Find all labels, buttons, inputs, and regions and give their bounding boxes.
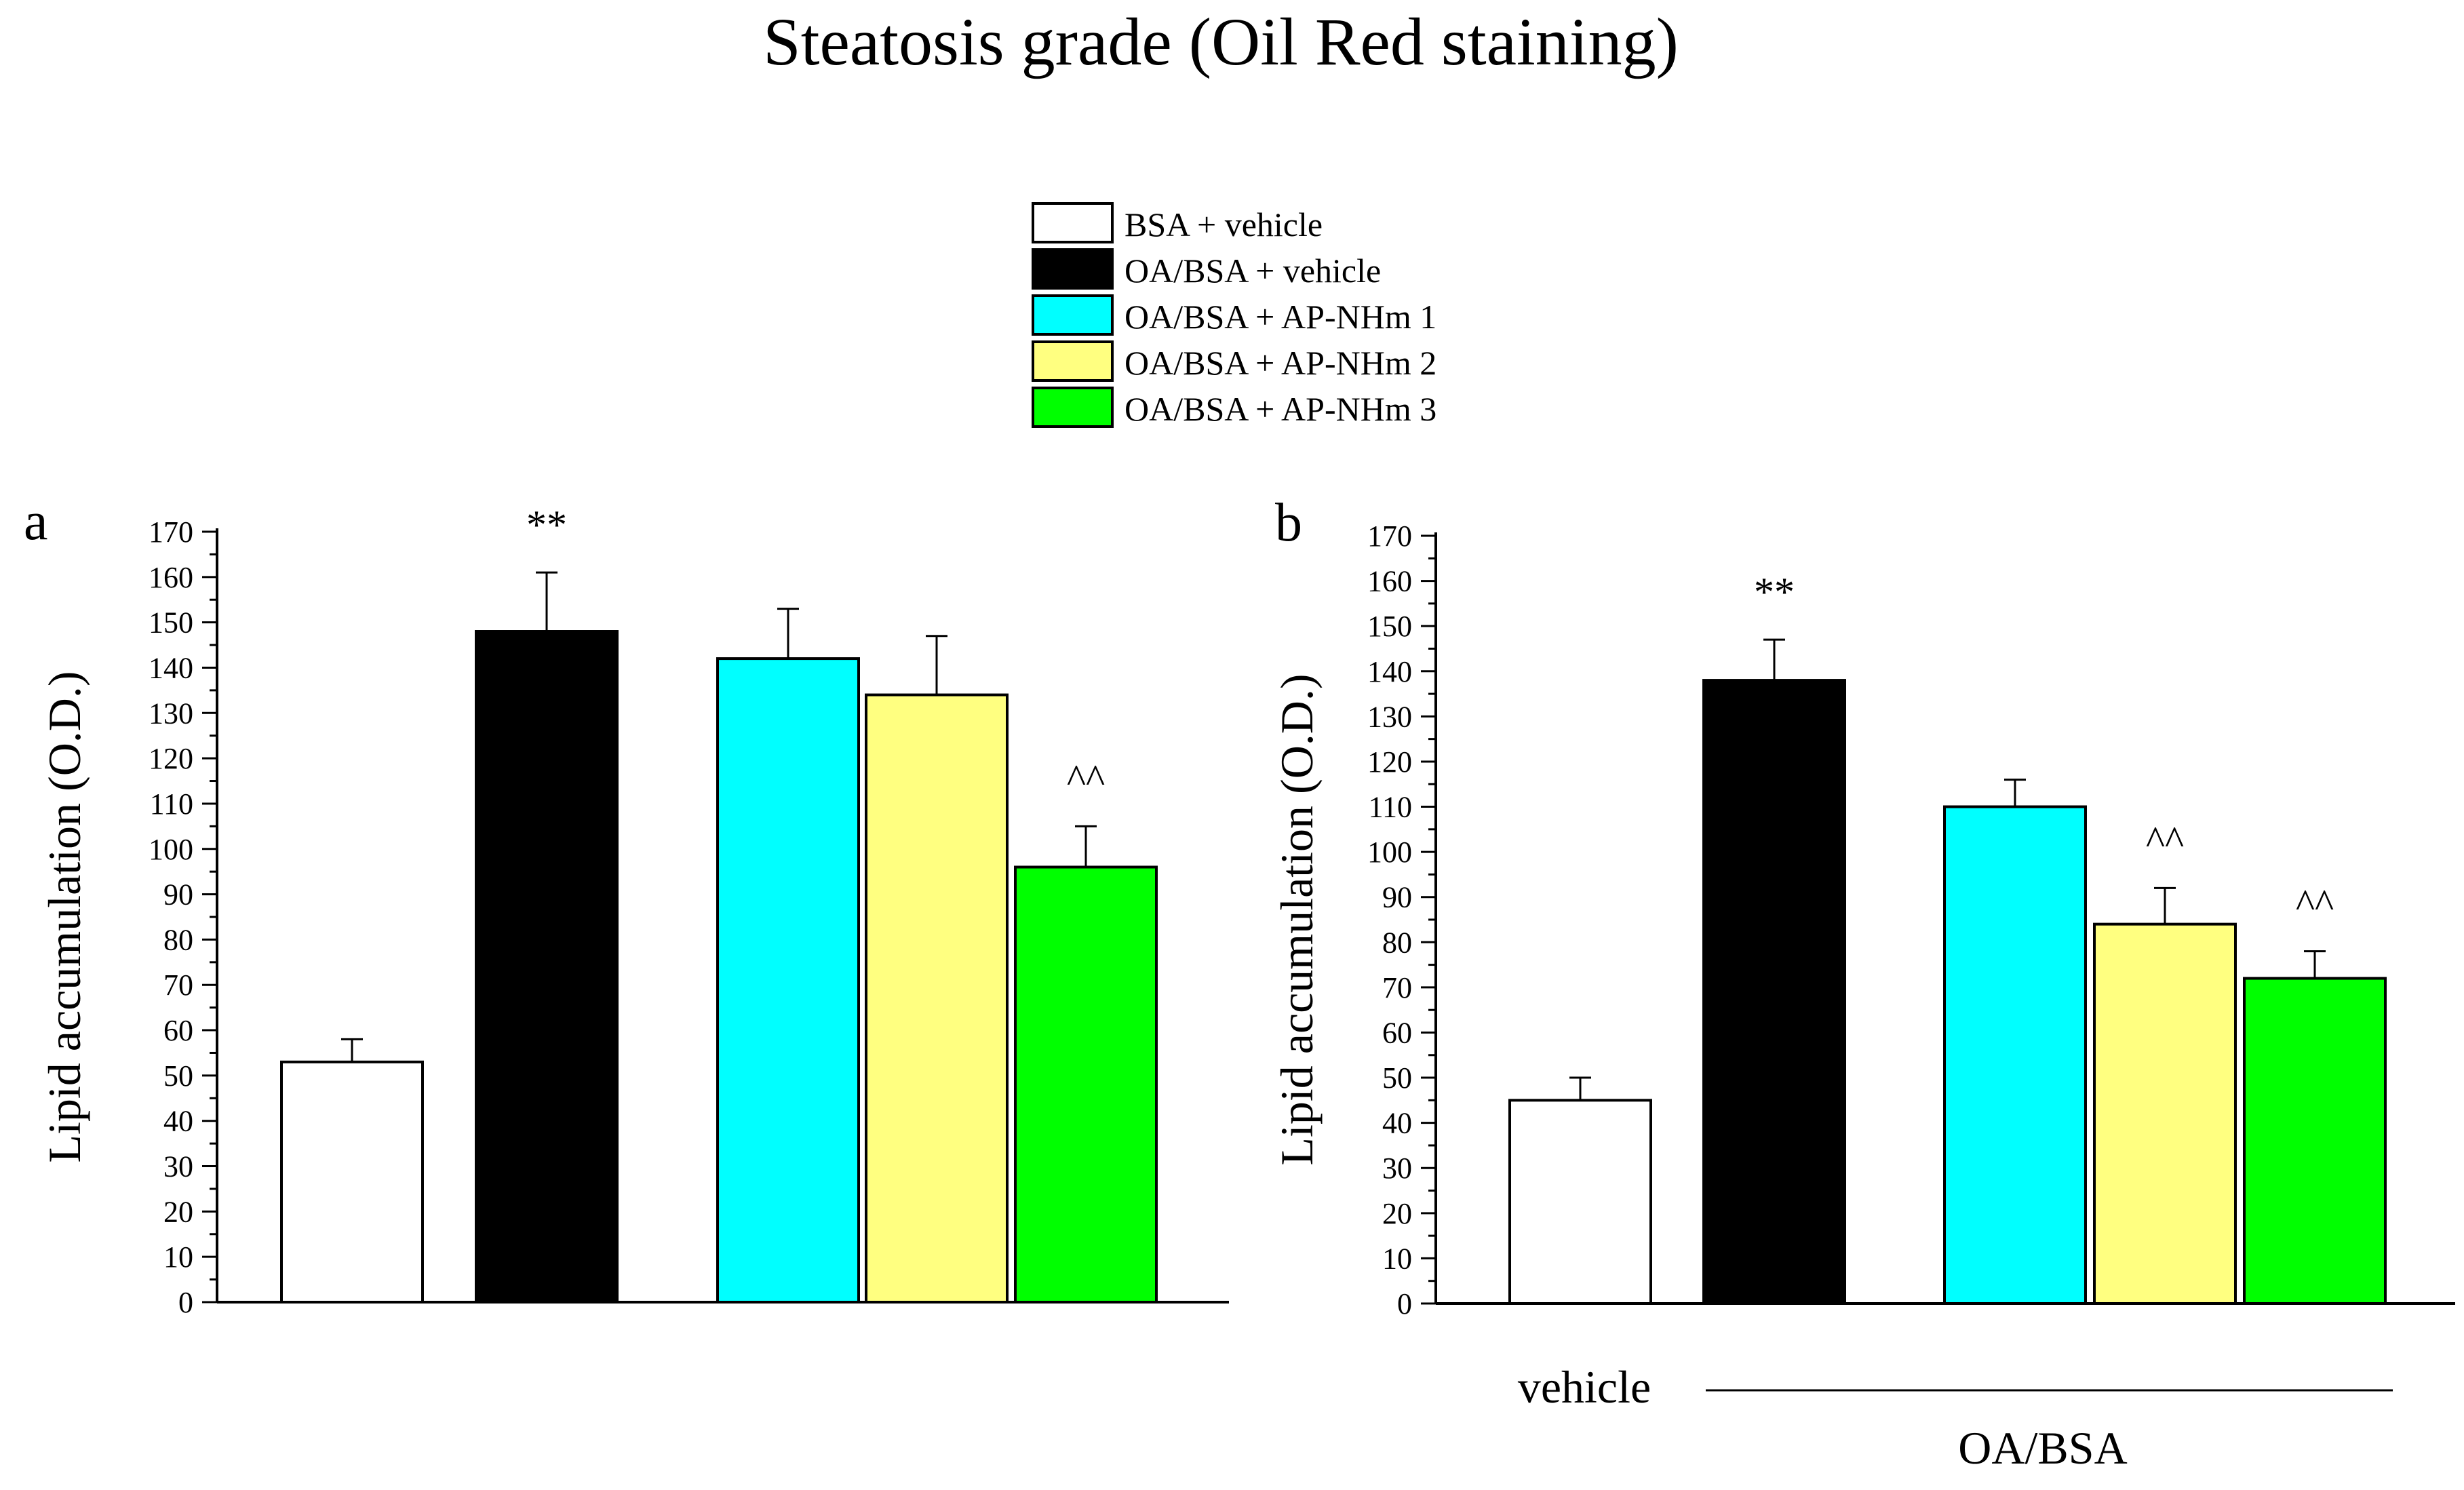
y-tick-label: 0 — [178, 1286, 193, 1319]
y-tick-label: 110 — [150, 787, 193, 821]
legend-item: OA/BSA + vehicle — [1032, 248, 1381, 290]
y-tick-label: 110 — [1369, 791, 1412, 824]
y-tick-label: 40 — [163, 1105, 193, 1138]
legend-swatch — [1032, 248, 1114, 290]
vehicle-group-label: vehicle — [1518, 1361, 1651, 1413]
y-tick-label: 30 — [163, 1150, 193, 1183]
legend-swatch — [1032, 294, 1114, 336]
y-tick-label: 50 — [163, 1059, 193, 1093]
y-tick-label: 100 — [149, 833, 193, 866]
y-tick-label: 120 — [1367, 745, 1412, 779]
y-tick-label: 150 — [149, 606, 193, 640]
significance-mark: ^^ — [2146, 818, 2184, 863]
bar — [865, 693, 1009, 1303]
bar — [1508, 1099, 1652, 1305]
bar — [1943, 805, 2087, 1305]
y-tick-label: 130 — [1367, 700, 1412, 733]
legend-label: OA/BSA + AP-NHm 3 — [1125, 390, 1436, 428]
panel-label-a: a — [24, 492, 48, 551]
y-tick-label: 60 — [163, 1014, 193, 1047]
y-tick-label: 50 — [1382, 1061, 1412, 1095]
y-tick-label: 130 — [149, 697, 193, 730]
significance-mark: ^^ — [1067, 756, 1105, 801]
y-tick-label: 90 — [163, 878, 193, 911]
legend-swatch — [1032, 340, 1114, 382]
bar — [1014, 865, 1158, 1303]
y-tick-label: 170 — [149, 515, 193, 549]
oa-bsa-group-label: OA/BSA — [1958, 1422, 2127, 1474]
y-tick-label: 10 — [1382, 1242, 1412, 1275]
figure-title: Steatosis grade (Oil Red staining) — [763, 4, 1679, 79]
y-tick-label: 20 — [1382, 1197, 1412, 1230]
y-axis-label: Lipid accumulation (O.D.) — [39, 671, 90, 1162]
legend-swatch — [1032, 387, 1114, 428]
significance-mark: ** — [526, 503, 567, 547]
y-tick-label: 160 — [1367, 565, 1412, 598]
y-tick-label: 100 — [1367, 836, 1412, 869]
y-tick-label: 170 — [1367, 519, 1412, 553]
y-tick-label: 40 — [1382, 1107, 1412, 1140]
bar — [2243, 977, 2387, 1305]
y-tick-label: 150 — [1367, 610, 1412, 643]
chart-panel-a: 0 10 20 30 40 50 60 70 80 90 100 110 120 130 140 150 160… — [39, 503, 1229, 1319]
significance-mark: ** — [1754, 570, 1795, 614]
legend-item: OA/BSA + AP-NHm 3 — [1032, 387, 1436, 428]
legend-item: BSA + vehicle — [1032, 202, 1323, 243]
legend-label: OA/BSA + AP-NHm 2 — [1125, 344, 1436, 382]
y-tick-label: 60 — [1382, 1016, 1412, 1049]
y-tick-label: 10 — [163, 1240, 193, 1274]
bar — [716, 657, 860, 1303]
bar — [2093, 922, 2237, 1305]
legend-label: BSA + vehicle — [1125, 205, 1323, 243]
legend: BSA + vehicle OA/BSA + vehicle OA/BSA + … — [1032, 202, 1436, 428]
y-tick-label: 80 — [163, 923, 193, 956]
y-tick-label: 90 — [1382, 881, 1412, 914]
y-tick-label: 30 — [1382, 1152, 1412, 1185]
y-tick-label: 70 — [1382, 971, 1412, 1004]
y-tick-label: 0 — [1397, 1287, 1412, 1320]
legend-swatch — [1032, 202, 1114, 243]
y-tick-label: 80 — [1382, 926, 1412, 959]
y-tick-label: 140 — [1367, 655, 1412, 688]
bar — [475, 630, 619, 1303]
legend-item: OA/BSA + AP-NHm 1 — [1032, 294, 1436, 336]
y-tick-label: 140 — [149, 651, 193, 684]
legend-item: OA/BSA + AP-NHm 2 — [1032, 340, 1436, 382]
significance-mark: ^^ — [2296, 882, 2334, 926]
legend-label: OA/BSA + vehicle — [1125, 252, 1381, 290]
panel-label-b: b — [1275, 493, 1302, 553]
y-tick-label: 70 — [163, 968, 193, 1002]
group-annotation: vehicle OA/BSA — [1518, 1361, 2393, 1474]
y-tick-label: 160 — [149, 561, 193, 594]
bar — [1702, 679, 1846, 1305]
chart-panel-b: 0 10 20 30 40 50 60 70 80 90 100 110 120 130 140 150 160… — [1271, 519, 2455, 1320]
legend-label: OA/BSA + AP-NHm 1 — [1125, 298, 1436, 336]
y-axis-label: Lipid accumulation (O.D.) — [1271, 673, 1323, 1165]
y-tick-label: 120 — [149, 742, 193, 775]
y-tick-label: 20 — [163, 1195, 193, 1228]
bar — [280, 1060, 424, 1304]
